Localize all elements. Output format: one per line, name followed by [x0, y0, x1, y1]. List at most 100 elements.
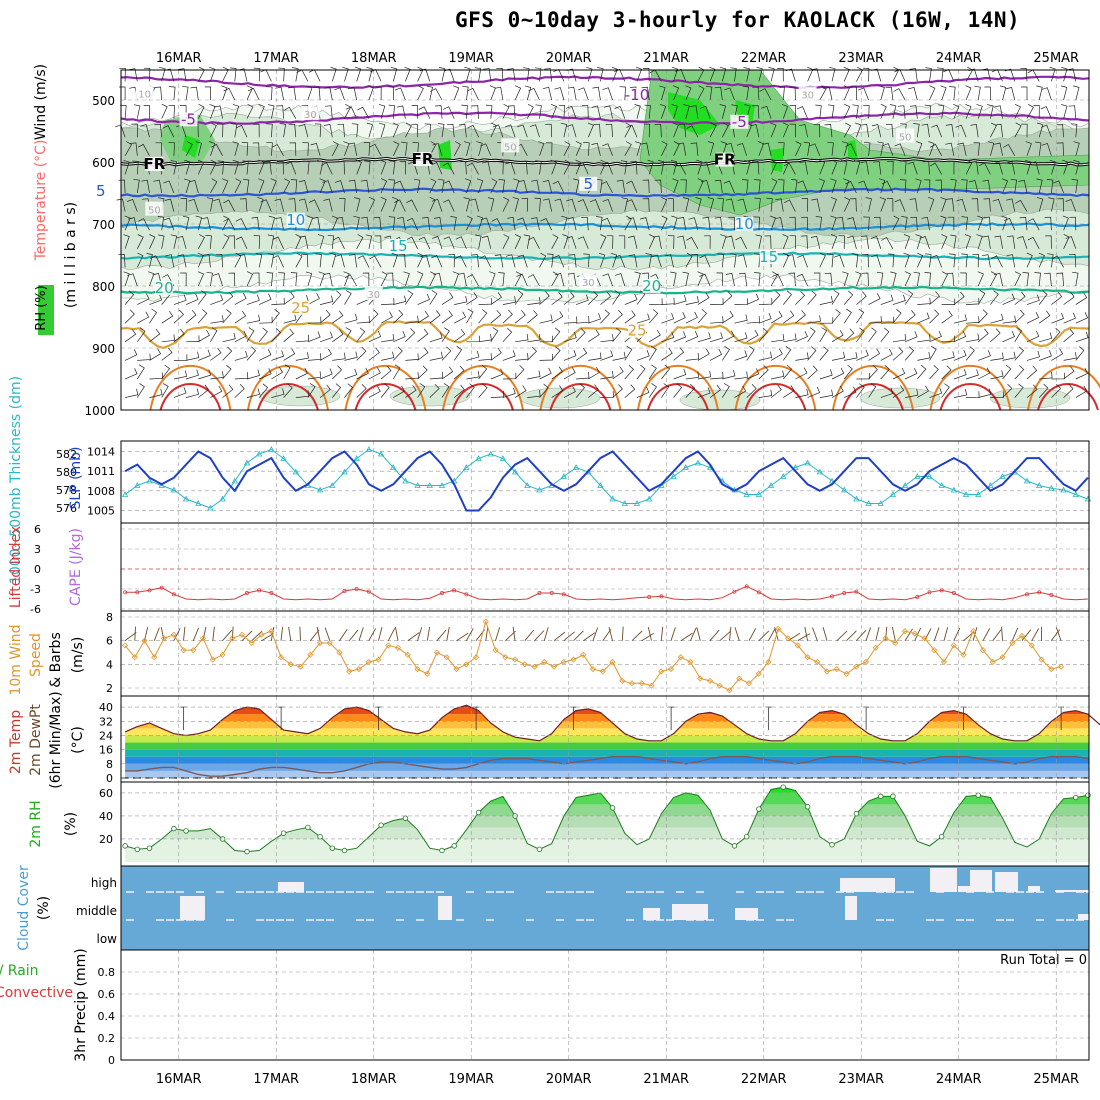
upper-wind-barb	[307, 383, 316, 398]
upper-wind-barb	[1051, 383, 1062, 398]
upper-wind-barb	[230, 67, 237, 82]
upper-wind-barb	[246, 294, 260, 305]
date-label-bottom: 17MAR	[253, 1072, 299, 1087]
rh2m-point	[305, 824, 311, 831]
upper-wind-barb	[222, 178, 229, 194]
wind-speed-point	[901, 628, 909, 635]
upper-wind-barb	[757, 141, 765, 156]
rh2m-point	[878, 793, 884, 800]
upper-wind-barb	[734, 332, 748, 343]
upper-wind-barb	[467, 87, 479, 101]
thickness-point	[390, 464, 397, 470]
wind-panel-frame	[120, 610, 1090, 697]
wind-speed-point	[999, 654, 1006, 661]
upper-wind-barb	[1063, 312, 1076, 324]
upper-wind-barb	[387, 86, 394, 101]
upper-wind-barb	[961, 253, 968, 268]
precip-tick: 0.6	[98, 988, 116, 1001]
upper-wind-barb	[624, 215, 632, 231]
upper-wind-barb	[873, 161, 882, 175]
thickness-point	[426, 482, 433, 488]
upper-wind-barb	[965, 346, 975, 361]
upper-wind-barb	[957, 142, 967, 156]
upper-wind-barb	[210, 159, 217, 175]
rh-shading-low	[859, 387, 941, 409]
rh2m-point	[756, 806, 762, 812]
upper-wind-barb	[661, 196, 668, 212]
upper-wind-barb	[332, 365, 343, 380]
thickness-point	[292, 468, 299, 475]
upper-wind-barb	[348, 86, 358, 101]
wind-speed-point	[648, 682, 655, 689]
upper-wind-barb	[401, 141, 408, 156]
thickness-point	[609, 495, 616, 502]
rh-fill-group	[125, 787, 1089, 862]
upper-wind-barb	[502, 327, 513, 343]
upper-wind-barb	[452, 271, 459, 287]
upper-wind-barb	[354, 66, 362, 82]
upper-wind-barb	[606, 235, 614, 249]
wind-speed-point	[297, 663, 304, 670]
precip-panel-frame	[120, 949, 1090, 1061]
upper-wind-barb	[161, 103, 168, 119]
upper-wind-barb	[343, 271, 350, 287]
upper-wind-barb	[697, 370, 712, 380]
wind-speed-point	[346, 668, 353, 675]
upper-wind-barb	[908, 86, 918, 101]
upper-wind-barb	[987, 141, 995, 156]
upper-wind-barb	[406, 236, 418, 249]
rh2m-point	[536, 846, 543, 853]
upper-wind-barb	[1044, 216, 1052, 231]
upper-wind-barb	[476, 215, 484, 231]
upper-wind-barb	[930, 143, 943, 156]
contour-label: 25	[291, 299, 310, 317]
thickness-point	[1023, 477, 1031, 484]
wind-speed-point	[862, 658, 870, 666]
wind-speed-point	[697, 675, 704, 682]
upper-wind-barb	[1026, 252, 1033, 268]
upper-wind-barb	[161, 364, 170, 380]
upper-wind-barb	[429, 332, 443, 343]
upper-wind-barb	[1026, 330, 1040, 343]
upper-wind-barb	[545, 142, 553, 156]
upper-wind-barb	[661, 347, 673, 361]
upper-wind-barb	[686, 236, 699, 249]
upper-wind-barb	[295, 352, 309, 361]
wind-barb	[924, 628, 932, 641]
lifted-index-point	[245, 591, 249, 595]
upper-wind-barb	[140, 124, 150, 138]
upper-wind-barb	[843, 122, 851, 138]
upper-wind-barb	[492, 124, 504, 138]
upper-wind-barb	[268, 215, 276, 231]
upper-wind-barb	[208, 141, 216, 156]
upper-wind-barb	[994, 235, 1003, 249]
upper-wind-barb	[657, 160, 665, 175]
upper-wind-barb	[1063, 352, 1077, 361]
wind-barb	[316, 626, 321, 641]
upper-wind-barb	[253, 123, 260, 138]
upper-wind-barb	[198, 290, 207, 305]
upper-wind-barb	[298, 179, 309, 194]
upper-wind-barb	[892, 294, 906, 305]
upper-wind-barb	[366, 66, 373, 82]
upper-wind-barb	[478, 383, 488, 398]
upper-wind-barb	[1041, 142, 1052, 156]
upper-wind-barb	[974, 85, 981, 101]
upper-wind-barb	[612, 290, 621, 305]
thickness-point	[560, 473, 568, 479]
contour-label-bg	[286, 212, 305, 227]
upper-wind-barb	[368, 196, 376, 212]
upper-wind-barb	[391, 196, 399, 212]
upper-wind-barb	[438, 178, 445, 194]
upper-wind-barb	[842, 271, 849, 287]
upper-wind-barb	[517, 217, 528, 231]
upper-wind-barb	[332, 383, 342, 398]
upper-wind-barb	[831, 351, 846, 361]
temp-tick: 32	[99, 715, 113, 728]
temp-contour-20	[120, 285, 1090, 295]
upper-wind-barb	[566, 198, 577, 212]
upper-wind-barb	[1037, 122, 1044, 138]
upper-wind-barb	[1063, 328, 1075, 343]
thickness-point	[755, 491, 763, 497]
